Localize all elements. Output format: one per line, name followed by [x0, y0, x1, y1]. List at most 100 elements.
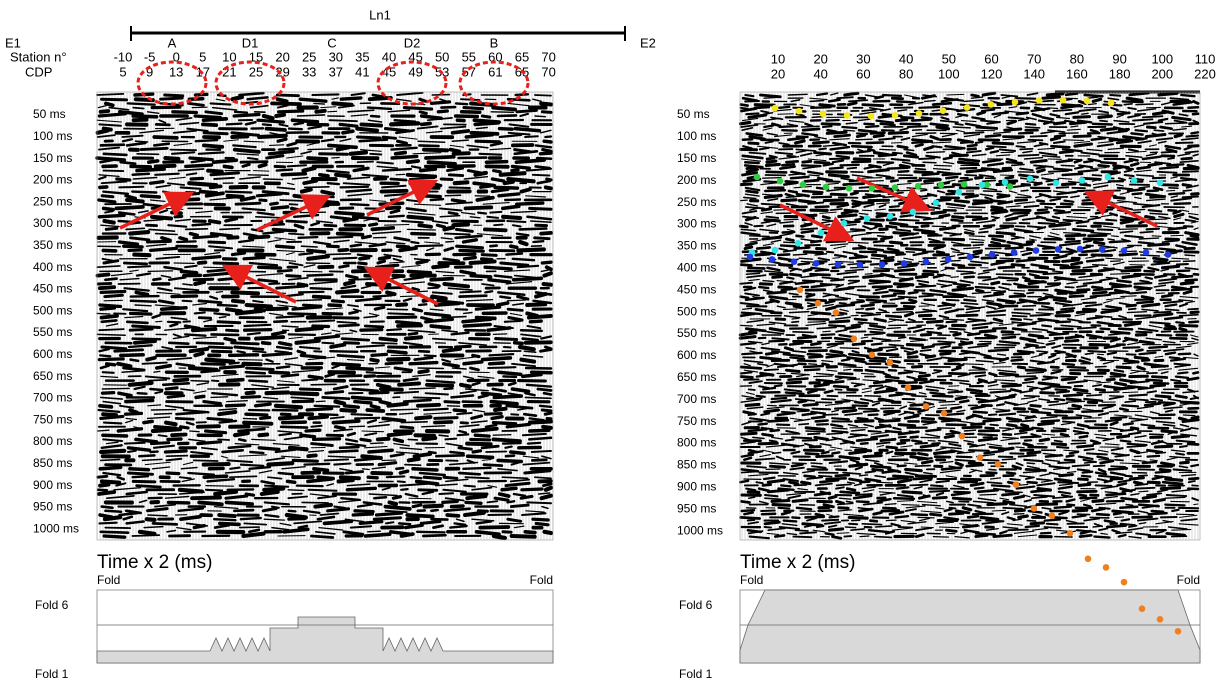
wiggle	[454, 410, 465, 411]
wiggle	[209, 347, 231, 348]
wiggle	[763, 178, 781, 179]
wiggle	[841, 165, 859, 166]
wiggle	[861, 443, 868, 444]
wiggle	[850, 257, 867, 258]
wiggle	[264, 489, 283, 490]
wiggle	[408, 175, 436, 177]
wiggle	[817, 380, 833, 382]
wiggle	[340, 447, 358, 448]
wiggle	[1051, 138, 1059, 140]
wiggle	[877, 482, 893, 483]
wiggle	[1089, 235, 1106, 236]
time-label: 900 ms	[33, 478, 72, 492]
wiggle	[843, 410, 856, 412]
wiggle	[238, 267, 244, 269]
cdp-number: 70	[541, 64, 555, 79]
wiggle	[273, 332, 285, 334]
wiggle	[125, 443, 145, 444]
wiggle	[1120, 409, 1128, 411]
wiggle	[748, 520, 755, 521]
wiggle	[1094, 466, 1105, 467]
wiggle	[482, 446, 498, 448]
wiggle	[831, 194, 846, 195]
wiggle	[1108, 239, 1114, 240]
wiggle	[1149, 210, 1162, 211]
wiggle	[1169, 228, 1186, 230]
wiggle	[922, 461, 932, 463]
wiggle	[866, 126, 878, 127]
wiggle	[874, 292, 888, 294]
wiggle	[742, 510, 754, 511]
wiggle	[1159, 93, 1177, 95]
wiggle	[1111, 261, 1121, 262]
wiggle	[899, 171, 908, 172]
wiggle	[984, 191, 1002, 192]
wiggle	[498, 460, 521, 461]
wiggle	[741, 517, 760, 518]
wiggle	[1012, 265, 1024, 266]
wiggle	[762, 204, 780, 205]
wiggle	[747, 191, 758, 193]
wiggle	[765, 190, 784, 191]
wiggle	[1003, 337, 1016, 338]
wiggle	[956, 463, 962, 465]
wiggle	[922, 421, 935, 422]
wiggle	[487, 162, 507, 163]
wiggle	[862, 305, 874, 306]
wiggle	[803, 440, 817, 441]
wiggle	[99, 329, 124, 330]
wiggle	[128, 266, 150, 267]
wiggle	[126, 400, 153, 401]
wiggle	[1043, 101, 1053, 102]
wiggle	[750, 153, 766, 154]
wiggle	[536, 294, 545, 297]
wiggle	[104, 300, 122, 301]
time-label: 100 ms	[33, 129, 72, 143]
wiggle	[540, 406, 551, 407]
wiggle	[256, 337, 283, 339]
wiggle	[967, 389, 982, 391]
wiggle	[284, 529, 308, 532]
wiggle	[881, 439, 895, 440]
wiggle	[882, 130, 894, 131]
wiggle	[265, 486, 288, 487]
wiggle	[1111, 479, 1122, 480]
wiggle	[997, 261, 1013, 262]
wiggle	[872, 344, 882, 345]
wiggle	[1019, 155, 1039, 156]
wiggle	[943, 174, 961, 175]
wiggle	[763, 485, 771, 486]
wiggle	[829, 497, 836, 499]
wiggle	[1144, 249, 1152, 250]
wiggle	[1003, 434, 1011, 435]
wiggle	[1116, 383, 1126, 385]
wiggle	[1029, 335, 1043, 337]
wiggle	[272, 103, 300, 104]
wiggle	[953, 127, 970, 128]
wiggle	[1096, 473, 1106, 475]
wiggle	[989, 236, 1002, 237]
wiggle	[439, 493, 453, 494]
wiggle	[127, 200, 143, 202]
wiggle	[779, 107, 789, 108]
wiggle	[390, 502, 397, 504]
wiggle	[133, 326, 160, 328]
wiggle	[836, 487, 844, 488]
station-number: 25	[302, 49, 316, 64]
wiggle	[994, 170, 1012, 172]
wiggle	[856, 309, 864, 310]
wiggle	[409, 333, 417, 334]
wiggle	[1093, 501, 1103, 502]
wiggle	[768, 292, 786, 293]
point-label: B	[490, 35, 499, 50]
wiggle	[1098, 354, 1104, 355]
wiggle	[1078, 290, 1090, 291]
wiggle	[235, 150, 259, 152]
wiggle	[1067, 399, 1080, 400]
wiggle	[999, 267, 1014, 268]
wiggle	[421, 522, 440, 524]
wiggle	[931, 485, 943, 486]
wiggle	[374, 497, 386, 498]
wiggle	[463, 402, 482, 403]
wiggle	[1001, 383, 1017, 384]
